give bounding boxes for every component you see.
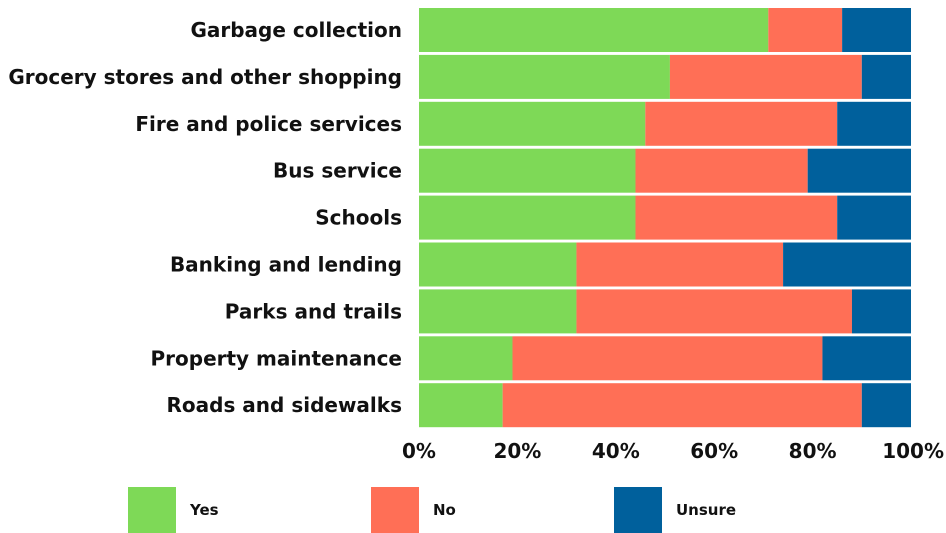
bar-no-parks-and-trails bbox=[576, 289, 852, 334]
bar-unsure-garbage-collection bbox=[842, 8, 911, 52]
bar-no-fire-and-police-services bbox=[645, 101, 838, 146]
bar-unsure-parks-and-trails bbox=[851, 289, 911, 334]
bar-unsure-bus-service bbox=[807, 148, 911, 193]
category-label-garbage-collection: Garbage collection bbox=[190, 18, 402, 42]
bar-yes-roads-and-sidewalks bbox=[419, 383, 503, 428]
category-label-fire-and-police-services: Fire and police services bbox=[135, 112, 402, 136]
bar-yes-schools bbox=[419, 195, 636, 240]
legend-label-unsure: Unsure bbox=[676, 501, 737, 519]
bar-no-grocery-stores-and-other-shopping bbox=[669, 54, 862, 99]
legend-swatch-unsure bbox=[614, 487, 662, 533]
bar-unsure-banking-and-lending bbox=[783, 242, 911, 287]
bar-no-garbage-collection bbox=[768, 8, 843, 52]
bar-no-property-maintenance bbox=[512, 336, 823, 381]
bar-unsure-property-maintenance bbox=[822, 336, 911, 381]
legend-item-yes: Yes bbox=[128, 487, 219, 533]
category-label-property-maintenance: Property maintenance bbox=[150, 346, 402, 370]
category-label-roads-and-sidewalks: Roads and sidewalks bbox=[166, 393, 402, 417]
legend-swatch-no bbox=[371, 487, 419, 533]
bar-no-banking-and-lending bbox=[576, 242, 784, 287]
x-tick-label: 20% bbox=[493, 439, 541, 463]
category-label-bus-service: Bus service bbox=[273, 159, 402, 183]
bar-no-roads-and-sidewalks bbox=[502, 383, 862, 428]
category-label-schools: Schools bbox=[315, 206, 402, 230]
category-label-parks-and-trails: Parks and trails bbox=[225, 299, 402, 323]
x-axis-ticks: 0% 20% 40% 60% 80% 100% bbox=[402, 439, 944, 463]
legend-item-no: No bbox=[371, 487, 456, 533]
bar-no-bus-service bbox=[635, 148, 808, 193]
legend-swatch-yes bbox=[128, 487, 176, 533]
x-tick-label: 60% bbox=[690, 439, 738, 463]
category-label-grocery-stores-and-other-shopping: Grocery stores and other shopping bbox=[8, 65, 402, 89]
bar-no-schools bbox=[635, 195, 838, 240]
stacked-bar-chart: Garbage collection Grocery stores and oth… bbox=[8, 8, 944, 463]
bar-yes-bus-service bbox=[419, 148, 636, 193]
bar-yes-garbage-collection bbox=[419, 8, 769, 52]
x-tick-label: 100% bbox=[882, 439, 944, 463]
bar-yes-parks-and-trails bbox=[419, 289, 577, 334]
bar-unsure-fire-and-police-services bbox=[837, 101, 911, 146]
category-label-banking-and-lending: Banking and lending bbox=[170, 253, 402, 277]
bar-yes-property-maintenance bbox=[419, 336, 513, 381]
bar-yes-banking-and-lending bbox=[419, 242, 577, 287]
bar-unsure-grocery-stores-and-other-shopping bbox=[861, 54, 911, 99]
bar-unsure-roads-and-sidewalks bbox=[861, 383, 911, 428]
legend: Yes No Unsure bbox=[0, 487, 946, 533]
bars-group bbox=[419, 8, 911, 428]
x-tick-label: 40% bbox=[592, 439, 640, 463]
x-tick-label: 0% bbox=[402, 439, 436, 463]
bar-yes-fire-and-police-services bbox=[419, 101, 646, 146]
x-tick-label: 80% bbox=[789, 439, 837, 463]
bar-yes-grocery-stores-and-other-shopping bbox=[419, 54, 670, 99]
category-labels: Garbage collection Grocery stores and oth… bbox=[8, 18, 402, 417]
legend-item-unsure: Unsure bbox=[614, 487, 736, 533]
legend-label-yes: Yes bbox=[190, 501, 219, 519]
bar-unsure-schools bbox=[837, 195, 911, 240]
legend-label-no: No bbox=[433, 501, 456, 519]
